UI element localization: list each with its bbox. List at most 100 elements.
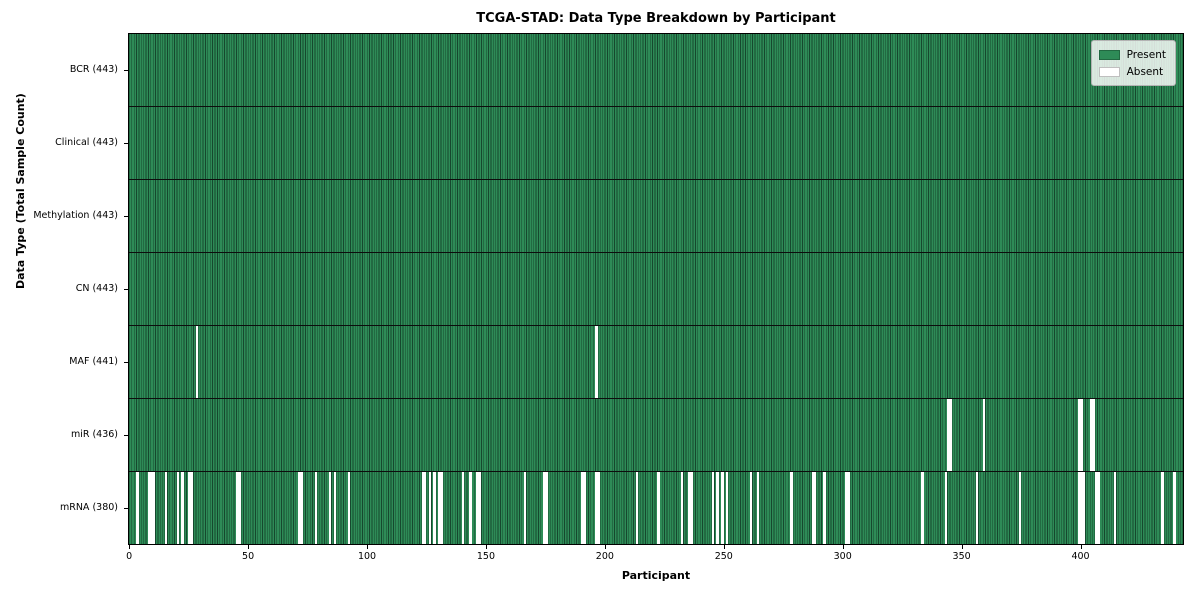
x-tick-mark bbox=[842, 545, 844, 549]
absent-mark bbox=[148, 472, 151, 544]
legend-swatch-present bbox=[1098, 49, 1120, 60]
absent-mark bbox=[164, 472, 168, 544]
y-tick-label: miR (436) bbox=[70, 429, 118, 441]
y-tick-mark bbox=[124, 215, 128, 217]
x-tick-mark bbox=[485, 545, 487, 549]
absent-mark bbox=[657, 472, 660, 544]
absent-mark bbox=[236, 472, 239, 544]
absent-mark bbox=[844, 472, 848, 544]
x-tick-label: 50 bbox=[242, 551, 255, 562]
absent-mark bbox=[635, 472, 639, 544]
x-tick-mark bbox=[367, 545, 369, 549]
absent-mark bbox=[333, 472, 337, 544]
row-clinical bbox=[129, 106, 1183, 179]
absent-mark bbox=[545, 472, 548, 544]
absent-mark bbox=[595, 472, 598, 544]
row-mir bbox=[129, 398, 1183, 471]
legend-item-present: Present bbox=[1098, 46, 1166, 63]
absent-mark bbox=[1089, 399, 1093, 471]
absent-mark bbox=[523, 472, 527, 544]
absent-mark bbox=[438, 472, 441, 544]
y-tick-label: Clinical (443) bbox=[55, 136, 118, 148]
x-tick-mark bbox=[248, 545, 250, 549]
y-tick-mark bbox=[124, 289, 128, 290]
legend-item-absent: Absent bbox=[1098, 63, 1166, 80]
absent-mark bbox=[195, 326, 199, 398]
plot-area: Present Absent bbox=[128, 33, 1184, 545]
legend-label: Absent bbox=[1126, 65, 1164, 78]
y-tick-label: BCR (443) bbox=[69, 63, 118, 75]
absent-mark bbox=[1173, 472, 1176, 544]
absent-mark bbox=[1080, 399, 1083, 471]
absent-mark bbox=[847, 472, 850, 544]
absent-mark bbox=[1077, 472, 1081, 544]
y-tick-label: Methylation (443) bbox=[33, 209, 118, 221]
absent-mark bbox=[300, 472, 303, 544]
absent-mark bbox=[1077, 399, 1081, 471]
absent-mark bbox=[982, 399, 986, 471]
absent-mark bbox=[583, 472, 586, 544]
absent-mark bbox=[716, 472, 719, 544]
absent-mark bbox=[238, 472, 241, 544]
legend: Present Absent bbox=[1090, 40, 1176, 86]
x-tick-label: 0 bbox=[126, 551, 133, 562]
row-maf bbox=[129, 325, 1183, 398]
row-bcr bbox=[129, 34, 1183, 106]
absent-mark bbox=[440, 472, 444, 544]
absent-mark bbox=[328, 472, 332, 544]
absent-mark bbox=[690, 472, 693, 544]
absent-mark bbox=[1094, 472, 1098, 544]
absent-mark bbox=[975, 472, 979, 544]
absent-mark bbox=[1082, 472, 1086, 544]
legend-swatch-absent bbox=[1098, 66, 1120, 77]
absent-mark bbox=[152, 472, 156, 544]
absent-mark bbox=[347, 472, 351, 544]
absent-mark bbox=[823, 472, 826, 544]
absent-mark bbox=[580, 472, 584, 544]
absent-mark bbox=[749, 472, 753, 544]
absent-mark bbox=[811, 472, 815, 544]
absent-mark bbox=[597, 472, 601, 544]
absent-mark bbox=[595, 326, 598, 398]
x-tick-label: 200 bbox=[595, 551, 614, 562]
absent-mark bbox=[190, 472, 194, 544]
x-tick-mark bbox=[129, 545, 131, 549]
absent-mark bbox=[181, 472, 184, 544]
y-tick-mark bbox=[124, 69, 128, 71]
absent-mark bbox=[813, 472, 817, 544]
row-mrna bbox=[129, 471, 1183, 544]
absent-mark bbox=[542, 472, 546, 544]
absent-mark bbox=[680, 472, 684, 544]
y-tick-label: mRNA (380) bbox=[59, 502, 118, 514]
absent-mark bbox=[947, 399, 950, 471]
absent-mark bbox=[136, 472, 139, 544]
absent-mark bbox=[314, 472, 317, 544]
absent-mark bbox=[1113, 472, 1117, 544]
y-tick-mark bbox=[124, 435, 128, 437]
y-tick-label: CN (443) bbox=[75, 283, 118, 294]
legend-label: Present bbox=[1126, 48, 1166, 61]
absent-mark bbox=[1018, 472, 1021, 544]
x-tick-label: 350 bbox=[952, 551, 971, 562]
absent-mark bbox=[176, 472, 180, 544]
absent-mark bbox=[721, 472, 724, 544]
x-tick-label: 150 bbox=[476, 551, 495, 562]
absent-mark bbox=[461, 472, 465, 544]
x-tick-mark bbox=[961, 545, 963, 549]
absent-mark bbox=[421, 472, 425, 544]
x-tick-label: 250 bbox=[714, 551, 733, 562]
absent-mark bbox=[478, 472, 482, 544]
absent-mark bbox=[949, 399, 953, 471]
absent-mark bbox=[1097, 472, 1100, 544]
absent-mark bbox=[790, 472, 793, 544]
x-tick-label: 300 bbox=[833, 551, 852, 562]
chart-title: TCGA-STAD: Data Type Breakdown by Partic… bbox=[476, 11, 836, 26]
absent-mark bbox=[756, 472, 760, 544]
absent-mark bbox=[433, 472, 436, 544]
absent-mark bbox=[188, 472, 191, 544]
x-tick-label: 400 bbox=[1071, 551, 1090, 562]
absent-mark bbox=[476, 472, 479, 544]
x-tick-mark bbox=[604, 545, 606, 549]
y-tick-mark bbox=[124, 362, 128, 364]
x-tick-mark bbox=[723, 545, 725, 549]
